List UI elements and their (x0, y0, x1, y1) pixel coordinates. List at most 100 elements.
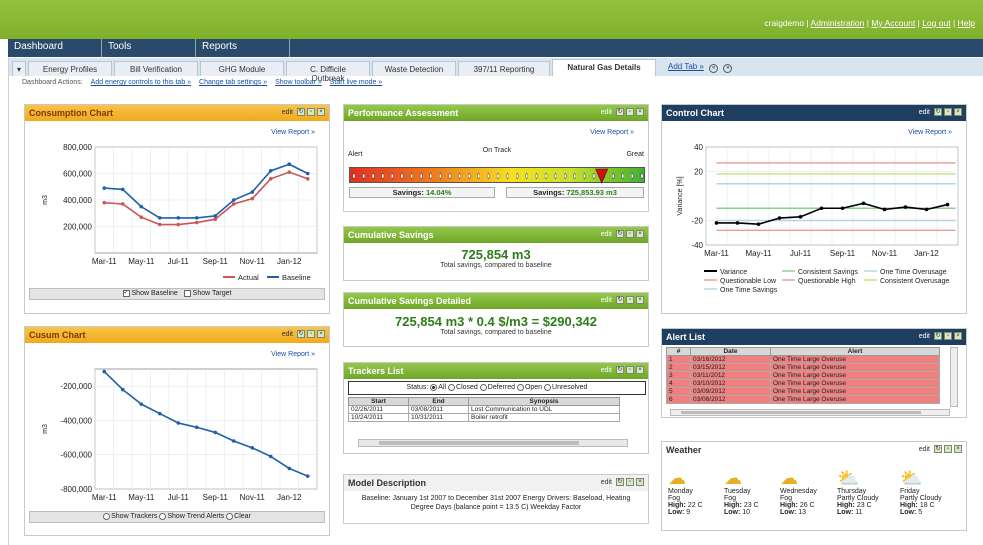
status-deferred-radio[interactable] (480, 384, 487, 391)
status-unresolved-radio[interactable] (544, 384, 551, 391)
edit-link[interactable]: edit (282, 109, 293, 116)
table-row[interactable]: 02/26/2011 03/08/2011 Lost Communication… (349, 406, 620, 414)
refresh-icon[interactable]: ↻ (934, 332, 942, 340)
table-cell: 03/15/2012 (691, 364, 771, 372)
table-row[interactable]: 4 03/10/2012 One Time Large Overuse (667, 380, 940, 388)
edit-link[interactable]: edit (601, 479, 612, 486)
administration-link[interactable]: Administration (811, 18, 865, 28)
maximize-icon[interactable]: ▫ (944, 332, 952, 340)
show-trend-alerts-radio[interactable] (159, 513, 166, 520)
edit-link[interactable]: edit (601, 367, 612, 374)
prev-tab-icon[interactable]: « (709, 64, 718, 73)
variance-series-point (904, 205, 908, 209)
tab-bill-verification[interactable]: Bill Verification (114, 61, 198, 76)
tab-overflow[interactable]: ▾ (12, 61, 26, 76)
nav-tools[interactable]: Tools (102, 39, 196, 57)
close-icon[interactable]: × (636, 230, 644, 238)
alerts-horizontal-scrollbar[interactable] (670, 409, 950, 416)
cusum-series-point (195, 425, 199, 429)
refresh-icon[interactable]: ↻ (616, 296, 624, 304)
close-icon[interactable]: × (636, 108, 644, 116)
clear-radio[interactable] (226, 513, 233, 520)
view-report-link[interactable]: View Report » (271, 129, 315, 136)
refresh-icon[interactable]: ↻ (297, 108, 305, 116)
maximize-icon[interactable]: ▫ (307, 330, 315, 338)
maximize-icon[interactable]: ▫ (944, 445, 952, 453)
edit-link[interactable]: edit (282, 331, 293, 338)
close-icon[interactable]: × (954, 332, 962, 340)
table-row[interactable]: 5 03/09/2012 One Time Large Overuse (667, 388, 940, 396)
weather-condition: Fog (780, 495, 817, 502)
next-tab-icon[interactable]: » (723, 64, 732, 73)
add-energy-controls-link[interactable]: Add energy controls to this tab » (91, 79, 191, 86)
actual-series-point (158, 223, 162, 227)
tab-energy-profiles[interactable]: Energy Profiles (28, 61, 112, 76)
panel-header: Consumption Chart edit ↻ ▫ × (25, 105, 329, 121)
close-icon[interactable]: × (954, 108, 962, 116)
refresh-icon[interactable]: ↻ (297, 330, 305, 338)
close-icon[interactable]: × (317, 108, 325, 116)
fog-icon: ☁ (668, 468, 703, 488)
refresh-icon[interactable]: ↻ (616, 108, 624, 116)
show-trackers-radio[interactable] (103, 513, 110, 520)
scrollbar-thumb[interactable] (681, 411, 921, 414)
edit-link[interactable]: edit (601, 297, 612, 304)
start-live-mode-link[interactable]: Start live mode » (330, 79, 383, 86)
status-all-radio[interactable] (430, 384, 437, 391)
status-closed-radio[interactable] (448, 384, 455, 391)
maximize-icon[interactable]: ▫ (944, 108, 952, 116)
variance-series-point (820, 206, 824, 210)
table-row[interactable]: 2 03/15/2012 One Time Large Overuse (667, 364, 940, 372)
edit-link[interactable]: edit (919, 333, 930, 340)
close-icon[interactable]: × (954, 445, 962, 453)
table-cell: One Time Large Overuse (771, 388, 940, 396)
refresh-icon[interactable]: ↻ (616, 230, 624, 238)
maximize-icon[interactable]: ▫ (626, 366, 634, 374)
show-target-checkbox[interactable] (184, 290, 191, 297)
show-toolbar-link[interactable]: Show toolbar » (275, 79, 322, 86)
close-icon[interactable]: × (636, 478, 644, 486)
edit-link[interactable]: edit (919, 109, 930, 116)
tab-natural-gas-details[interactable]: Natural Gas Details (552, 59, 656, 76)
trackers-scrollbar[interactable] (358, 439, 628, 447)
panel-header: Alert List edit ↻ ▫ × (662, 329, 966, 345)
maximize-icon[interactable]: ▫ (307, 108, 315, 116)
table-row[interactable]: 10/24/2011 10/31/2011 Boiler retrofit (349, 414, 620, 422)
maximize-icon[interactable]: ▫ (626, 230, 634, 238)
tab-397-reporting[interactable]: 397/11 Reporting (458, 61, 550, 76)
my-account-link[interactable]: My Account (871, 18, 915, 28)
scrollbar-thumb[interactable] (379, 441, 579, 445)
nav-dashboard[interactable]: Dashboard (8, 39, 102, 57)
alerts-vertical-scrollbar[interactable] (950, 347, 958, 407)
logout-link[interactable]: Log out (922, 18, 950, 28)
help-link[interactable]: Help (958, 18, 975, 28)
tab-c-difficile[interactable]: C. Difficile Outbreak (286, 61, 370, 76)
edit-link[interactable]: edit (919, 446, 930, 453)
close-icon[interactable]: × (636, 366, 644, 374)
view-report-link[interactable]: View Report » (908, 129, 952, 136)
refresh-icon[interactable]: ↻ (616, 366, 624, 374)
maximize-icon[interactable]: ▫ (626, 108, 634, 116)
table-row[interactable]: 3 03/11/2012 One Time Large Overuse (667, 372, 940, 380)
add-tab-link[interactable]: Add Tab » (668, 62, 704, 71)
show-baseline-checkbox[interactable]: ✓ (123, 290, 130, 297)
close-icon[interactable]: × (317, 330, 325, 338)
table-row[interactable]: 6 03/06/2012 One Time Large Overuse (667, 396, 940, 404)
close-icon[interactable]: × (636, 296, 644, 304)
tab-ghg-module[interactable]: GHG Module (200, 61, 284, 76)
maximize-icon[interactable]: ▫ (626, 296, 634, 304)
maximize-icon[interactable]: ▫ (626, 478, 634, 486)
view-report-link[interactable]: View Report » (590, 129, 634, 136)
gauge-tick-mark (507, 174, 509, 178)
refresh-icon[interactable]: ↻ (616, 478, 624, 486)
edit-link[interactable]: edit (601, 109, 612, 116)
view-report-link[interactable]: View Report » (271, 351, 315, 358)
table-row[interactable]: 1 03/16/2012 One Time Large Overuse (667, 356, 940, 364)
status-open-radio[interactable] (517, 384, 524, 391)
tab-waste-detection[interactable]: Waste Detection (372, 61, 456, 76)
refresh-icon[interactable]: ↻ (934, 108, 942, 116)
nav-reports[interactable]: Reports (196, 39, 290, 57)
refresh-icon[interactable]: ↻ (934, 445, 942, 453)
change-tab-settings-link[interactable]: Change tab settings » (199, 79, 267, 86)
edit-link[interactable]: edit (601, 231, 612, 238)
